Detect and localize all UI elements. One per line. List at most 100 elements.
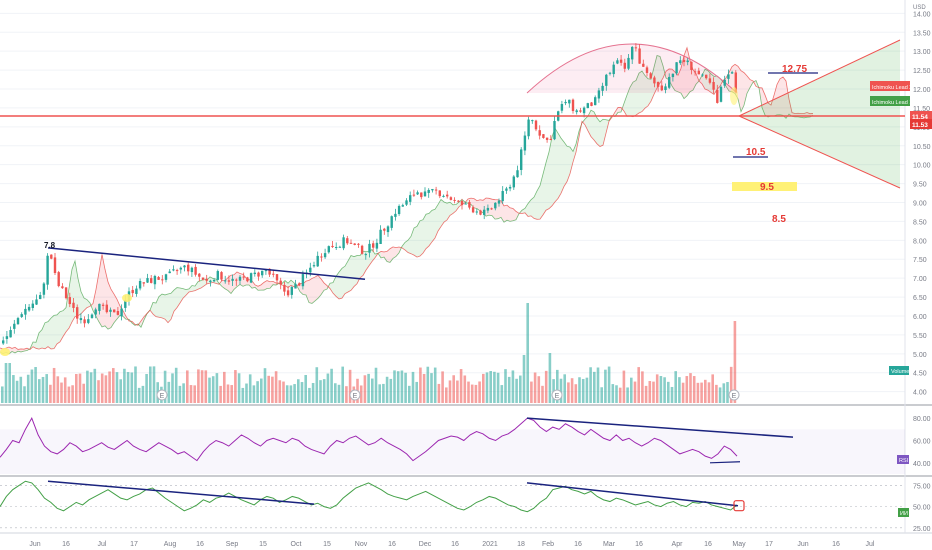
cloud-segment xyxy=(540,174,543,220)
cloud-segment xyxy=(570,147,573,174)
cloud-segment xyxy=(267,280,270,289)
volume-bar xyxy=(530,381,533,403)
candle-body xyxy=(442,195,445,197)
candle-body xyxy=(142,282,145,284)
time-tick-label: 15 xyxy=(323,541,331,548)
cloud-segment xyxy=(435,204,438,239)
volume-bar xyxy=(667,381,670,403)
price-tick-label: 10.00 xyxy=(913,163,931,170)
candle-body xyxy=(161,279,164,281)
annotation-label: 10.5 xyxy=(746,147,766,158)
volume-bar xyxy=(474,384,478,403)
highlight-marker xyxy=(122,294,132,302)
indicator-trendline-1 xyxy=(47,480,315,505)
volume-bar xyxy=(152,366,156,403)
price-tick-label: 14.00 xyxy=(913,11,931,18)
volume-bar xyxy=(515,378,518,403)
cloud-segment xyxy=(660,56,663,84)
candle-body xyxy=(560,104,564,111)
cloud-segment xyxy=(600,119,603,147)
candle-body xyxy=(594,97,597,106)
candle-body xyxy=(175,270,179,272)
cloud-segment xyxy=(429,210,432,246)
volume-bar xyxy=(733,321,737,403)
candle-body xyxy=(590,102,593,106)
cloud-segment xyxy=(252,280,255,289)
cloud-segment xyxy=(366,251,369,271)
cloud-segment xyxy=(408,236,411,254)
time-tick-label: 18 xyxy=(517,541,525,548)
price-tick-label: 7.50 xyxy=(913,257,927,264)
candle-body xyxy=(42,283,46,295)
ichimoku-lead-1-line xyxy=(0,54,814,355)
volume-bar xyxy=(707,382,711,403)
candle-body xyxy=(179,267,182,270)
cloud-segment xyxy=(501,200,504,223)
candle-body xyxy=(105,304,108,313)
candle-body xyxy=(645,67,649,73)
candle-body xyxy=(516,170,519,178)
candle-body xyxy=(5,336,9,339)
candle-body xyxy=(249,273,253,283)
candle-body xyxy=(201,277,205,280)
ichimoku-label: Ichimoku Lead 1 xyxy=(872,100,912,106)
candle-body xyxy=(13,323,16,329)
volume-bar xyxy=(4,363,8,403)
candle-body xyxy=(172,269,175,271)
volume-bar xyxy=(126,372,130,403)
candle-body xyxy=(79,318,83,321)
indicator-tick-label: 75.00 xyxy=(913,483,931,490)
volume-bar xyxy=(104,375,108,403)
cloud-segment xyxy=(564,142,567,187)
candle-body xyxy=(679,60,682,64)
volume-bar xyxy=(404,372,407,403)
cloud-segment xyxy=(594,111,597,144)
volume-bar xyxy=(63,377,67,403)
rsi-line xyxy=(0,416,738,462)
candle-body xyxy=(120,308,123,317)
ichimoku-label: Ichimoku Lead 2 xyxy=(872,85,912,91)
candle-body xyxy=(283,285,286,292)
volume-bar xyxy=(308,387,311,403)
candle-body xyxy=(564,101,567,104)
candle-body xyxy=(198,273,201,277)
candle-body xyxy=(72,302,75,308)
price-tick-label: 6.50 xyxy=(913,295,927,302)
cloud-segment xyxy=(60,310,63,342)
cloud-segment xyxy=(318,275,321,299)
candle-body xyxy=(579,110,582,112)
ichimoku-label-box xyxy=(870,96,910,106)
rsi-pane xyxy=(0,416,905,474)
candle-body xyxy=(401,205,404,207)
volume-bar xyxy=(186,370,189,403)
cloud-segment xyxy=(78,278,81,316)
cloud-segment xyxy=(39,329,42,350)
time-tick-label: Feb xyxy=(542,541,554,548)
candle-body xyxy=(316,255,319,267)
volume-bar xyxy=(167,381,171,403)
event-marker-icon xyxy=(349,389,361,401)
cloud-segment xyxy=(48,318,51,349)
candle-body xyxy=(438,190,441,197)
price-tick-label: 13.00 xyxy=(913,49,931,56)
cloud-segment xyxy=(207,276,210,284)
time-tick-label: Aug xyxy=(164,541,177,548)
time-tick-label: Jul xyxy=(98,541,107,548)
cloud-segment xyxy=(315,275,318,301)
volume-bar xyxy=(718,387,722,403)
time-tick-label: 17 xyxy=(130,541,138,548)
candle-body xyxy=(520,149,523,170)
candle-body xyxy=(538,130,541,136)
cloud-segment xyxy=(741,70,744,112)
volume-bar xyxy=(415,381,418,403)
cloud-segment xyxy=(768,102,771,117)
event-marker-label: E xyxy=(353,393,358,400)
price-tick-label: 4.50 xyxy=(913,371,927,378)
cloud-segment xyxy=(657,55,660,89)
candle-body xyxy=(90,314,94,318)
cloud-segment xyxy=(273,281,276,286)
cloud-segment xyxy=(444,201,447,223)
volume-bar xyxy=(729,366,733,403)
candle-body xyxy=(486,207,490,211)
cloud-segment xyxy=(342,266,345,299)
